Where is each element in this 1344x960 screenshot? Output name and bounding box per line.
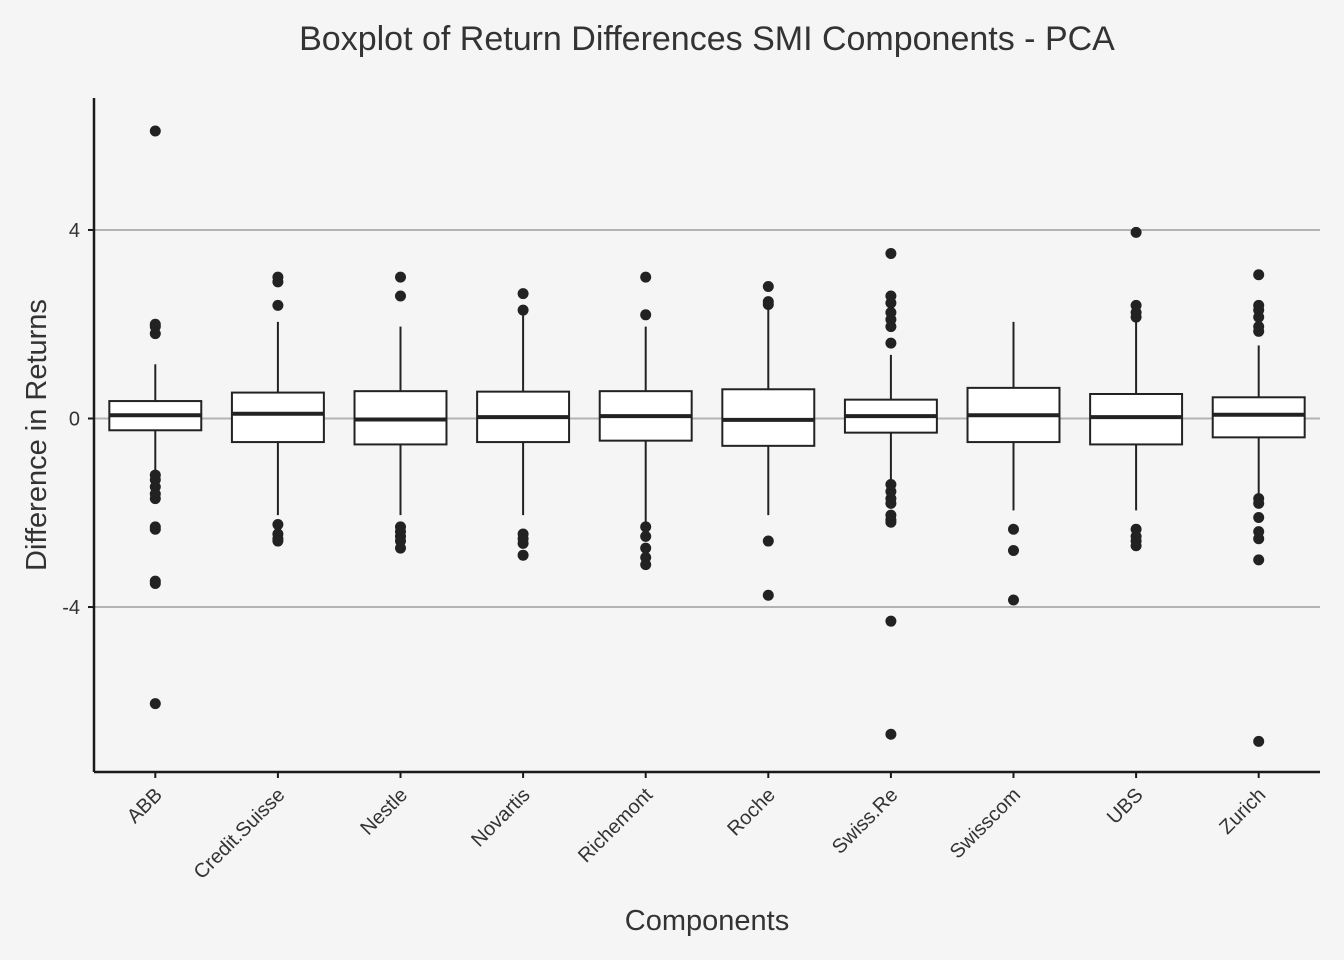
outlier-point [885,297,897,309]
x-tick-label: Swisscom [946,784,1025,863]
outlier-point [640,309,652,321]
outlier-point [885,497,897,509]
outlier-point [762,281,774,293]
iqr-box [230,391,325,444]
x-tick-label: UBS [1103,784,1148,829]
outlier-point [640,271,652,283]
outlier-point [1253,554,1265,566]
outlier-point [517,304,529,316]
outlier-point [1253,311,1265,323]
outlier-point [885,337,897,349]
outlier-point [1008,544,1019,556]
box-nestle [353,271,448,554]
box-zurich [1211,269,1306,747]
outlier-point [762,589,774,601]
outlier-point [885,248,897,260]
outlier-point [395,542,406,554]
x-tick-label: Richemont [574,784,657,867]
x-tick-label: Nestle [356,784,412,840]
iqr-box [1211,396,1306,439]
x-tick-label: Novartis [467,784,534,851]
x-tick-label: Zurich [1215,784,1270,839]
outlier-point [272,276,284,288]
chart-title: Boxplot of Return Differences SMI Compon… [299,20,1115,58]
outlier-point [640,521,652,533]
outlier-point [149,493,161,505]
outlier-point [149,328,161,340]
outlier-point [885,321,897,333]
iqr-box [1089,392,1184,446]
outlier-point [517,549,529,561]
outlier-point [640,542,652,554]
outlier-point [149,125,161,137]
box-novartis [476,288,571,561]
iqr-box [721,388,816,447]
outlier-point [1253,325,1265,337]
outlier-point [885,728,897,740]
outlier-point [272,299,284,311]
boxes [108,125,1306,747]
outlier-point [1130,226,1142,238]
outlier-point [517,288,529,300]
outlier-point [272,519,284,531]
outlier-point [640,530,652,542]
outlier-point [1130,311,1142,323]
outlier-point [1130,540,1142,552]
box-swiss-re [843,248,938,740]
box-swisscom [966,321,1061,606]
outlier-point [1253,511,1265,523]
box-credit-suisse [230,271,325,547]
outlier-point [1253,269,1265,281]
outlier-point [1008,523,1019,535]
outlier-point [1253,533,1265,545]
outlier-point [640,559,652,571]
box-ubs [1089,226,1184,552]
y-tick-label: 0 [69,409,80,431]
x-tick-label: Swiss.Re [828,784,903,859]
outlier-point [395,271,406,283]
y-axis-title: Difference in Returns [21,299,53,571]
outlier-point [762,298,774,310]
outlier-point [762,535,774,547]
outlier-point [1253,735,1265,747]
x-tick-label: ABB [123,784,167,828]
x-axis-title: Components [625,905,789,937]
x-tick-label: Roche [723,784,779,840]
axes: -4 0 4 ABB Credit.Suisse Nestle Novartis Richem… [62,98,1320,884]
outlier-point [149,523,161,535]
outlier-point [149,698,161,710]
y-tick-label: 4 [69,220,80,242]
x-tick-label: Credit.Suisse [190,784,290,884]
box-roche [721,281,816,601]
outlier-point [1008,594,1019,606]
outlier-point [395,290,406,302]
outlier-point [517,537,529,549]
outlier-point [149,577,161,589]
y-tick-label: -4 [62,597,80,619]
box-richemont [598,271,693,571]
outlier-point [885,615,897,627]
outlier-point [1253,497,1265,509]
outlier-point [885,516,897,528]
outlier-point [272,535,284,547]
box-abb [108,125,203,710]
